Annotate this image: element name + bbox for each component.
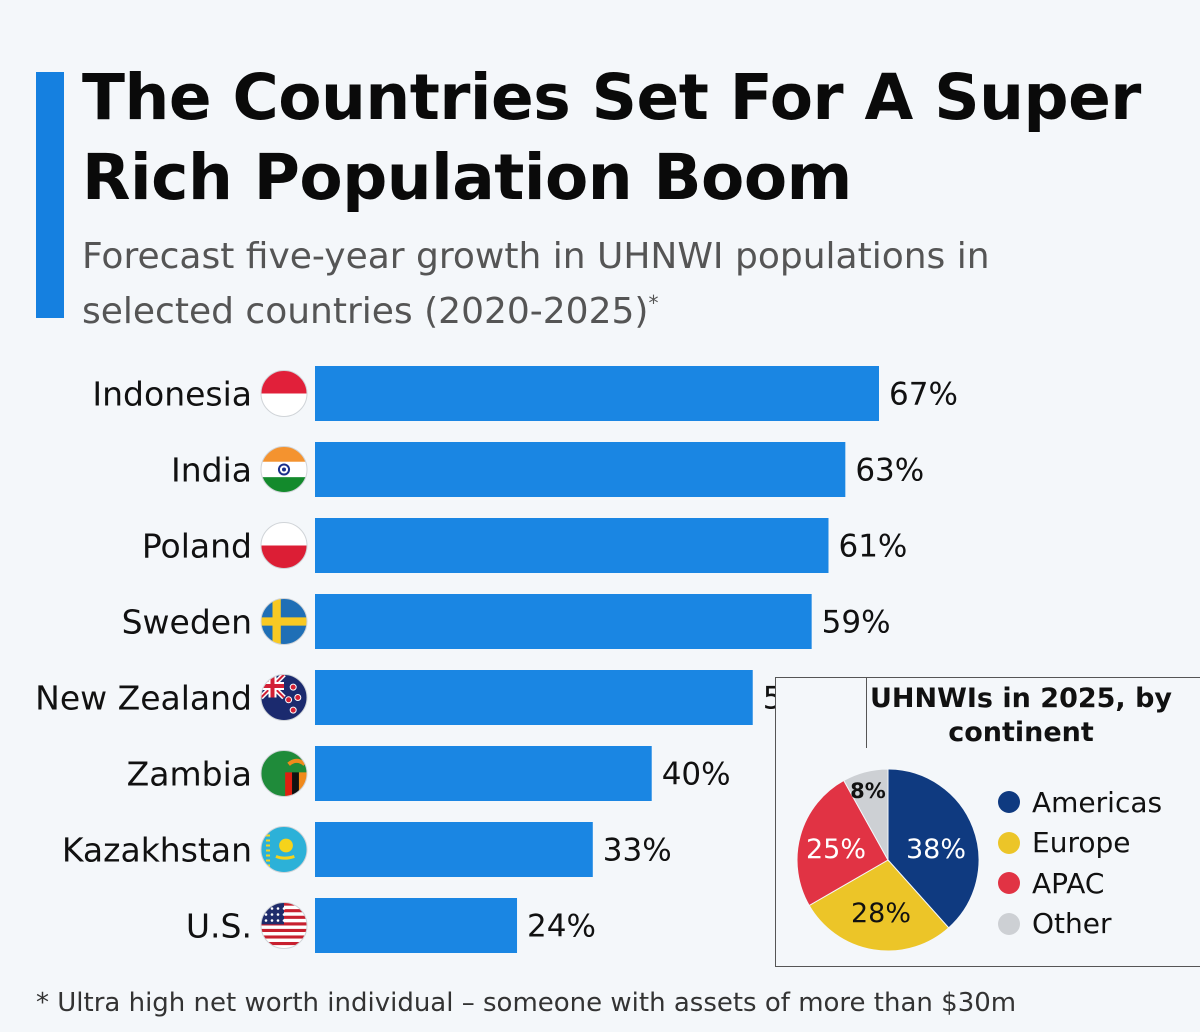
pie-title: UHNWIs in 2025, by continent: [869, 683, 1173, 748]
subtitle-text: Forecast five-year growth in UHNWI popul…: [82, 236, 990, 332]
value-label: 24%: [527, 909, 596, 945]
value-label: 33%: [603, 833, 672, 869]
pie-legend: Americas Europe APAC Other: [998, 782, 1162, 944]
bar-u-s-: [315, 898, 518, 953]
chart-subtitle: Forecast five-year growth in UHNWI popul…: [82, 234, 1022, 335]
new-zealand-flag-icon: [260, 674, 308, 721]
accent-bar: [36, 72, 64, 318]
kazakhstan-flag-icon: [260, 826, 308, 873]
category-label: India: [171, 451, 252, 490]
bar-zambia: [315, 746, 652, 801]
category-label: Indonesia: [92, 375, 252, 414]
subtitle-asterisk: *: [648, 291, 659, 315]
footnote: * Ultra high net worth individual – some…: [36, 988, 1017, 1018]
legend-label-other: Other: [1032, 907, 1112, 941]
bar-new-zealand: [315, 670, 753, 725]
legend-dot-apac: [998, 872, 1020, 895]
legend-item-other: Other: [998, 904, 1162, 945]
india-flag-icon: [260, 446, 308, 493]
bar-poland: [315, 518, 829, 573]
legend-item-americas: Americas: [998, 782, 1162, 823]
category-label: Sweden: [122, 603, 252, 642]
us-flag-icon: [260, 902, 308, 949]
legend-item-europe: Europe: [998, 823, 1162, 864]
category-label: Poland: [142, 527, 252, 566]
category-label: Zambia: [127, 755, 252, 794]
legend-item-apac: APAC: [998, 863, 1162, 904]
value-label: 61%: [838, 529, 907, 565]
poland-flag-icon: [260, 522, 308, 569]
legend-dot-europe: [998, 831, 1020, 854]
bar-indonesia: [315, 366, 879, 421]
legend-label-apac: APAC: [1032, 866, 1105, 900]
value-label: 63%: [855, 453, 924, 489]
legend-label-americas: Americas: [1032, 785, 1163, 819]
bar-india: [315, 442, 846, 497]
value-label: 67%: [889, 377, 958, 413]
value-label: 40%: [662, 757, 731, 793]
indonesia-flag-icon: [260, 370, 308, 417]
legend-dot-americas: [998, 791, 1020, 814]
category-label: New Zealand: [35, 679, 252, 718]
category-label: U.S.: [186, 907, 252, 946]
legend-label-europe: Europe: [1032, 826, 1131, 860]
bar-kazakhstan: [315, 822, 593, 877]
bar-sweden: [315, 594, 812, 649]
legend-dot-other: [998, 912, 1020, 935]
pie-title-box: [866, 677, 1200, 748]
sweden-flag-icon: [260, 598, 308, 645]
category-label: Kazakhstan: [62, 831, 252, 870]
zambia-flag-icon: [260, 750, 308, 797]
chart-title: The Countries Set For A Super Rich Popul…: [82, 61, 1141, 214]
value-label: 59%: [822, 605, 891, 641]
